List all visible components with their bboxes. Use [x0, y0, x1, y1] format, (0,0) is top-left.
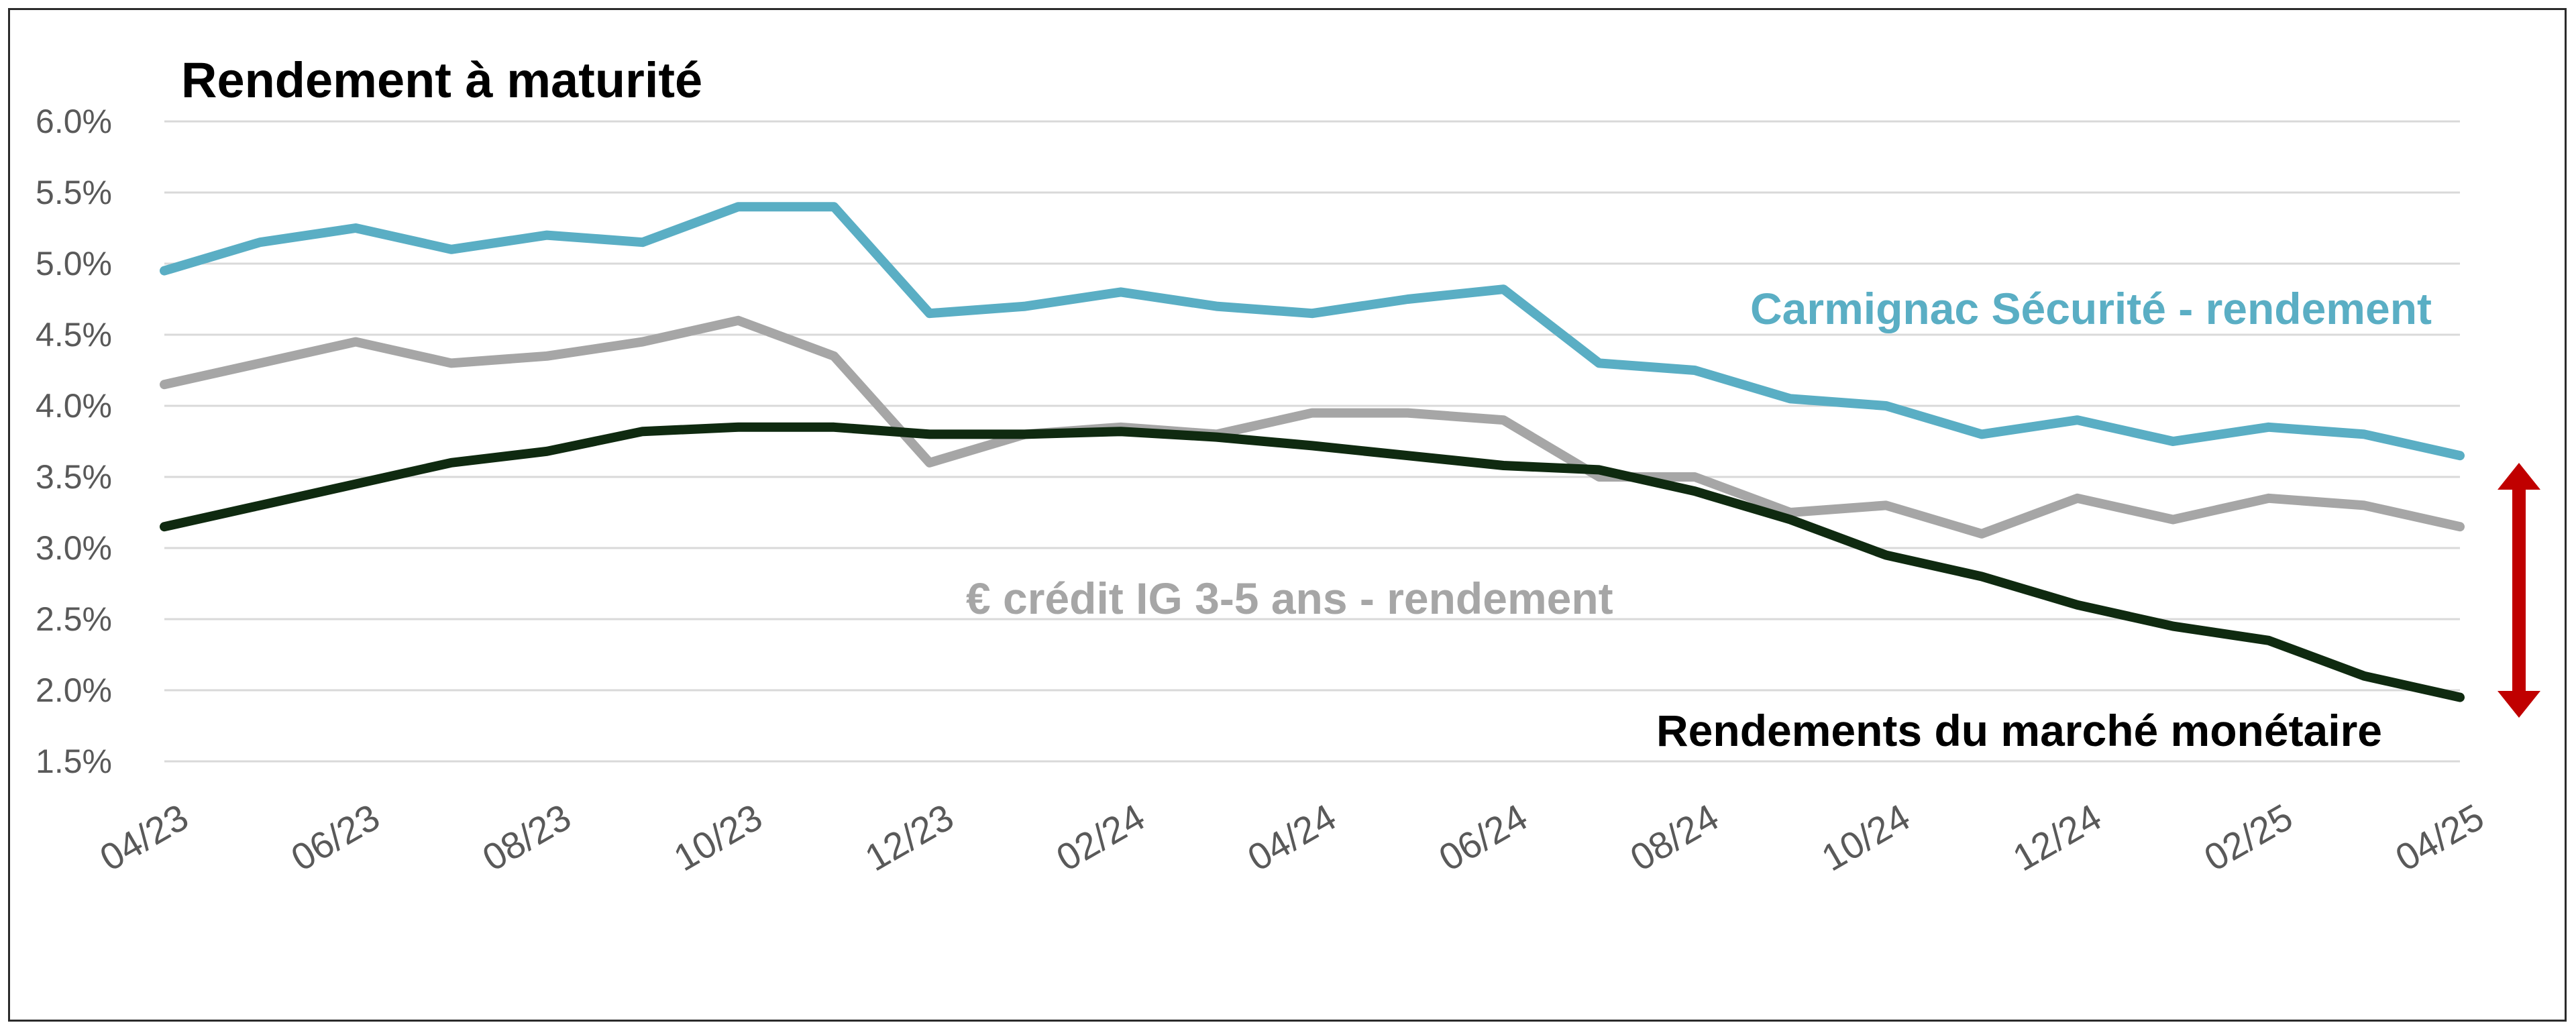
x-tick-label: 02/25: [2197, 796, 2300, 879]
y-tick-label: 2.0%: [36, 671, 112, 709]
chart-title: Rendement à maturité: [181, 52, 702, 108]
x-tick-label: 04/24: [1240, 796, 1343, 879]
chart-frame: 6.0% 5.5% 5.0% 4.5% 4.0% 3.5% 3.0% 2.5% 2.0% 1.5%…: [8, 8, 2567, 1022]
gridlines: [164, 120, 2460, 763]
yield-chart: 6.0% 5.5% 5.0% 4.5% 4.0% 3.5% 3.0% 2.5% 2.0% 1.5%…: [36, 52, 2540, 879]
spread-arrow: [2498, 463, 2540, 718]
x-tick-label: 02/24: [1049, 796, 1152, 879]
series-label-money-market: Rendements du marché monétaire: [1656, 706, 2382, 755]
x-tick-label: 12/24: [2006, 796, 2108, 879]
y-tick-label: 1.5%: [36, 743, 112, 780]
series-label-credit-ig: € crédit IG 3-5 ans - rendement: [966, 574, 1613, 623]
x-tick-label: 10/23: [667, 796, 769, 879]
x-tick-label: 04/25: [2388, 796, 2491, 879]
y-axis-ticks: 6.0% 5.5% 5.0% 4.5% 4.0% 3.5% 3.0% 2.5% 2.0% 1.5%: [36, 103, 112, 780]
series-line-2: [160, 422, 2465, 702]
x-tick-label: 06/23: [284, 796, 386, 879]
x-tick-label: 04/23: [93, 796, 195, 879]
y-tick-label: 2.5%: [36, 600, 112, 638]
series-line-0: [160, 202, 2465, 461]
x-axis-ticks: 04/23 06/23 08/23 10/23 12/23 02/24 04/24 06/24…: [93, 796, 2491, 879]
x-tick-label: 08/24: [1623, 796, 1725, 879]
spread-arrow-head-bottom: [2498, 691, 2540, 718]
y-tick-label: 4.5%: [36, 316, 112, 354]
y-tick-label: 4.0%: [36, 387, 112, 425]
x-tick-label: 12/23: [858, 796, 961, 879]
y-tick-label: 3.5%: [36, 458, 112, 496]
y-tick-label: 5.5%: [36, 174, 112, 211]
spread-arrow-head-top: [2498, 463, 2540, 490]
x-tick-label: 08/23: [475, 796, 578, 879]
y-tick-label: 3.0%: [36, 529, 112, 567]
x-tick-label: 06/24: [1432, 796, 1534, 879]
x-tick-label: 10/24: [1815, 796, 1917, 879]
series-line-1: [160, 315, 2465, 539]
series-lines: [160, 202, 2465, 702]
y-tick-label: 5.0%: [36, 245, 112, 282]
y-tick-label: 6.0%: [36, 103, 112, 140]
series-label-carmignac: Carmignac Sécurité - rendement: [1750, 284, 2432, 333]
